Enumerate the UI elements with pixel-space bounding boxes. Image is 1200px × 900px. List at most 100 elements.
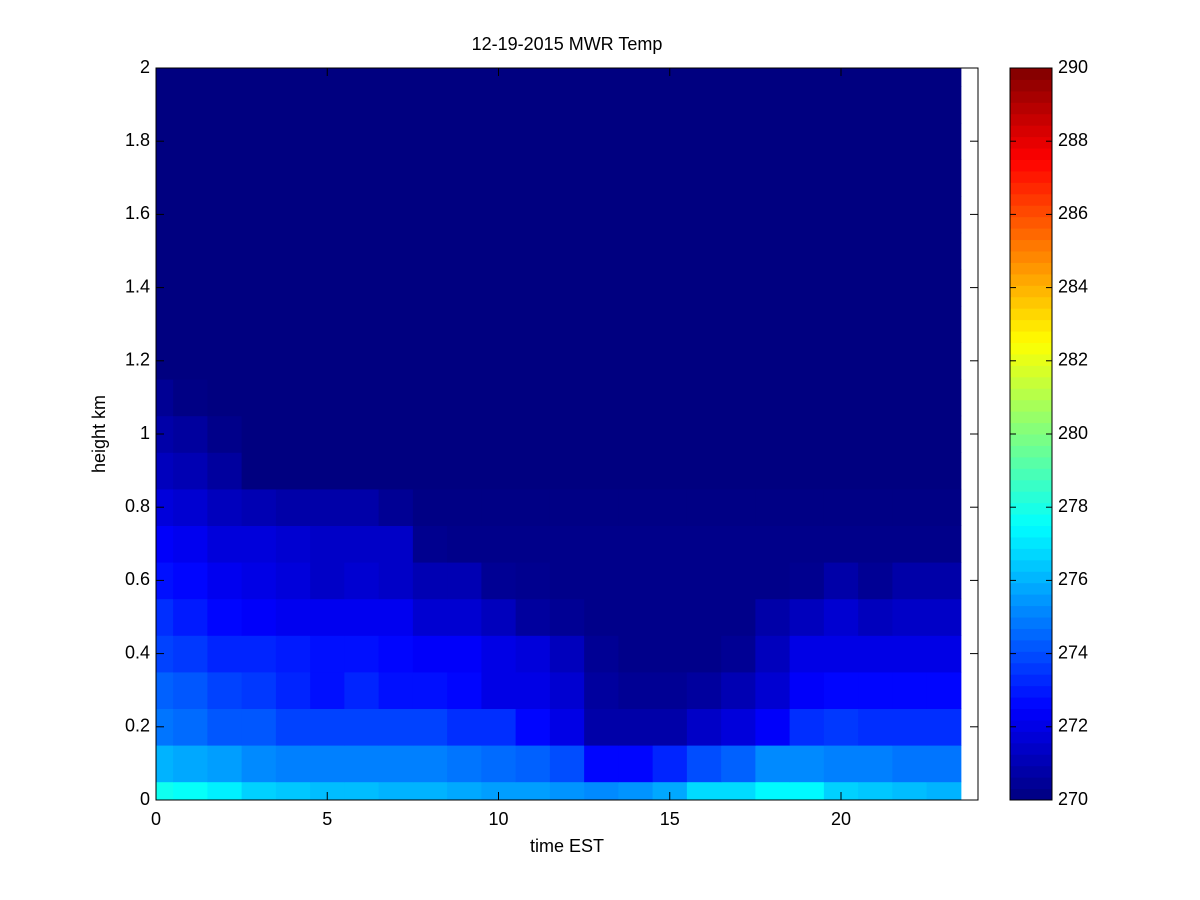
heat-cell — [549, 488, 585, 526]
heat-cell — [412, 159, 448, 197]
heat-cell — [207, 488, 243, 526]
heat-cell — [275, 122, 311, 160]
heat-cell — [515, 342, 551, 380]
heat-cell — [721, 68, 756, 87]
heat-cell — [618, 562, 654, 600]
heat-cell — [686, 159, 722, 197]
heat-cell — [207, 196, 243, 234]
y-tick-label: 1.4 — [125, 276, 150, 296]
heat-cell — [156, 86, 174, 124]
colorbar-swatch — [1010, 731, 1052, 744]
heat-cell — [549, 122, 585, 160]
colorbar-swatch — [1010, 502, 1052, 515]
heat-cell — [173, 342, 208, 380]
heat-cell — [858, 159, 893, 197]
colorbar-swatch — [1010, 548, 1052, 561]
heat-cell — [275, 781, 311, 801]
heat-cell — [892, 68, 928, 87]
y-tick-label: 0.4 — [125, 642, 150, 662]
heat-cell — [481, 781, 517, 801]
heat-cell — [755, 525, 791, 563]
heat-cell — [549, 781, 585, 801]
heat-cell — [515, 452, 551, 490]
heat-cell — [926, 68, 962, 87]
heat-cell — [447, 452, 482, 490]
colorbar-swatch — [1010, 79, 1052, 92]
heat-cell — [310, 488, 345, 526]
heat-cell — [721, 232, 756, 270]
heat-cell — [241, 598, 277, 636]
heat-cell — [310, 415, 345, 453]
heat-cell — [618, 122, 654, 160]
heat-cell — [447, 379, 482, 417]
heat-cell — [686, 269, 722, 307]
colorbar-swatch — [1010, 239, 1052, 252]
heat-cell — [652, 86, 688, 124]
heat-cell — [721, 635, 756, 673]
colorbar-swatch — [1010, 525, 1052, 538]
heat-cell — [275, 196, 311, 234]
heat-cell — [584, 708, 619, 746]
heat-cell — [310, 708, 345, 746]
heat-cell — [156, 122, 174, 160]
heat-cell — [344, 159, 380, 197]
heat-cell — [515, 415, 551, 453]
heat-cell — [686, 379, 722, 417]
heat-cell — [378, 415, 414, 453]
heat-cell — [652, 196, 688, 234]
heat-cell — [686, 635, 722, 673]
heat-cell — [686, 196, 722, 234]
heat-cell — [207, 342, 243, 380]
heat-cell — [207, 452, 243, 490]
heat-cell — [686, 598, 722, 636]
heat-cell — [481, 342, 517, 380]
heat-cell — [652, 671, 688, 709]
heat-cell — [618, 342, 654, 380]
colorbar-tick-label: 282 — [1058, 350, 1088, 370]
heat-cell — [686, 122, 722, 160]
colorbar-swatch — [1010, 170, 1052, 183]
heat-cell — [584, 159, 619, 197]
heat-cell — [156, 488, 174, 526]
heat-cell — [310, 196, 345, 234]
heat-cell — [858, 781, 893, 801]
heat-cell — [275, 342, 311, 380]
heat-cell — [515, 525, 551, 563]
heat-cell — [789, 122, 825, 160]
colorbar-swatch — [1010, 479, 1052, 492]
heat-cell — [310, 159, 345, 197]
heat-cell — [173, 86, 208, 124]
heat-cell — [447, 525, 482, 563]
colorbar-swatch — [1010, 342, 1052, 355]
heat-cell — [823, 269, 859, 307]
heat-cell — [755, 305, 791, 343]
heat-cell — [378, 635, 414, 673]
colorbar-swatch — [1010, 251, 1052, 263]
heat-cell — [207, 159, 243, 197]
heat-cell — [378, 671, 414, 709]
colorbar-swatch — [1010, 331, 1052, 343]
heat-cell — [892, 342, 928, 380]
heat-cell — [823, 415, 859, 453]
heat-cell — [755, 671, 791, 709]
heat-cell — [549, 269, 585, 307]
heat-cell — [241, 379, 277, 417]
heat-cell — [412, 635, 448, 673]
heat-cell — [344, 342, 380, 380]
heat-cell — [344, 379, 380, 417]
heat-cell — [789, 305, 825, 343]
colorbar-swatch — [1010, 742, 1052, 755]
heat-cell — [926, 562, 962, 600]
heat-cell — [378, 598, 414, 636]
heat-cell — [789, 196, 825, 234]
heat-cell — [755, 598, 791, 636]
colorbar-swatch — [1010, 628, 1052, 641]
x-tick-label: 20 — [831, 809, 851, 829]
heat-cell — [618, 159, 654, 197]
heat-cell — [652, 159, 688, 197]
heat-cell — [275, 562, 311, 600]
heat-cell — [378, 452, 414, 490]
y-tick-label: 1.6 — [125, 203, 150, 223]
colorbar-swatch — [1010, 491, 1052, 504]
heat-cell — [823, 781, 859, 801]
